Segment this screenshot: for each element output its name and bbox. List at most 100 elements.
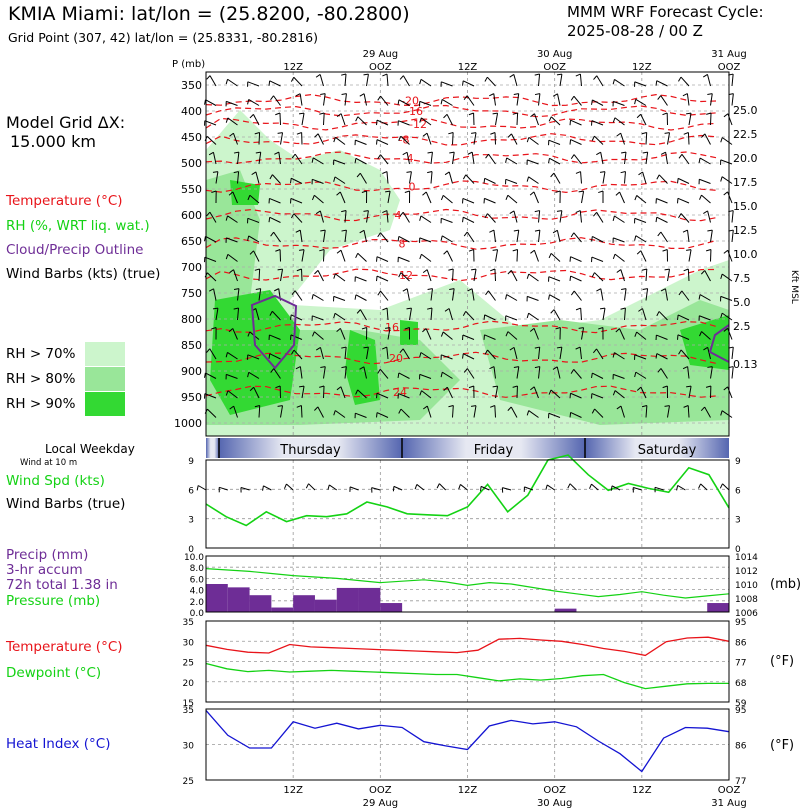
wind-barb: [594, 135, 604, 145]
wind-barb-flag: [612, 215, 615, 221]
wind-barb-flag: [356, 172, 361, 178]
pressure-tick-label: 350: [181, 79, 202, 92]
wind-barb: [506, 294, 518, 301]
wind-barb: [591, 483, 599, 491]
wind-barb: [640, 250, 647, 262]
wind-barb: [419, 100, 432, 106]
wind-barb-flag: [419, 390, 422, 396]
wind-tick-right: 9: [735, 457, 741, 467]
wind-barb: [279, 112, 281, 126]
bottom-date-tick: 30 Aug: [537, 798, 572, 809]
wind-speed-panel: 0 0 3 3 6 6 9 9: [188, 454, 741, 555]
wind-barb: [634, 217, 647, 223]
wind-barb: [594, 408, 604, 418]
wind-barb: [620, 405, 625, 418]
wind-barb: [495, 386, 499, 399]
wind-barb: [255, 171, 260, 184]
wind-barb: [376, 392, 389, 399]
wind-barb: [493, 366, 496, 379]
wind-barb-flag: [678, 153, 683, 159]
wind-barb: [602, 171, 606, 184]
wind-barb: [293, 76, 303, 87]
wind-barb-flag: [489, 366, 495, 370]
bottom-time-tick: OOZ: [543, 785, 566, 796]
wind-barb: [538, 230, 541, 243]
wind-barb: [493, 93, 496, 106]
wind-barb: [538, 210, 541, 223]
temperature-contour: [205, 104, 717, 118]
wind-barb: [409, 171, 412, 184]
wind-barb: [687, 132, 690, 145]
wind-barb: [640, 386, 647, 399]
wind-barb-flag: [484, 213, 488, 219]
temperature-contour: [205, 151, 717, 164]
precip-bar: [554, 608, 577, 612]
wind-barb-flag: [513, 229, 519, 232]
wind-barb-flag: [490, 132, 496, 135]
wind-barb: [721, 137, 733, 145]
wind-barb-flag: [468, 112, 474, 116]
wind-barb: [581, 191, 585, 204]
precip-bar: [314, 599, 337, 612]
wind-barb-flag: [492, 112, 498, 115]
wind-barb: [227, 253, 238, 262]
wind-barb: [269, 334, 281, 340]
wind-barb: [237, 171, 240, 184]
wind-barb-flag: [398, 136, 402, 141]
wind-barb-flag: [206, 348, 211, 353]
wind-barb-flag: [505, 195, 509, 201]
wind-barb-flag: [463, 95, 468, 100]
wind-barb-flag: [443, 113, 448, 119]
wind-barb: [258, 288, 262, 301]
pressure-tick-label: 900: [181, 365, 202, 378]
pressure-tick-label: 850: [181, 339, 202, 352]
wind-barb: [600, 288, 604, 301]
wind-barb: [312, 157, 324, 165]
wind-barb-flag: [492, 385, 498, 388]
wind-barb: [687, 230, 690, 243]
wind-barb-flag: [485, 153, 489, 159]
wind-barb: [573, 95, 582, 106]
wind-barb: [463, 353, 475, 360]
wind-barb-flag: [208, 288, 214, 292]
wind-barb: [506, 157, 518, 165]
wind-barb: [528, 410, 539, 418]
wind-barb: [247, 354, 260, 360]
wind-barb-flag: [377, 95, 381, 101]
wind-barb-flag: [274, 151, 280, 155]
wind-barb-flag: [526, 176, 530, 182]
wind-barb: [355, 412, 367, 418]
wind-barb-flag: [698, 294, 701, 300]
weekday-label: Saturday: [638, 443, 697, 458]
wind-barb: [446, 250, 453, 262]
wind-barb-flag: [233, 171, 239, 174]
wind-barb: [704, 270, 711, 282]
wind-barb: [446, 386, 453, 399]
wind-barb-flag: [657, 231, 662, 237]
wind-barb: [581, 327, 585, 340]
wind-barb-flag: [341, 93, 347, 96]
wind-barb: [205, 372, 217, 379]
wind-barb-flag: [591, 99, 593, 105]
wind-barb: [273, 231, 281, 243]
wind-barb: [317, 133, 324, 145]
wind-barb: [247, 217, 260, 223]
wind-barb-flag: [591, 135, 595, 141]
wind-barb-flag: [277, 132, 283, 134]
wind-barb-flag: [333, 137, 336, 143]
wind-barb: [557, 93, 561, 106]
wind-barb-flag: [319, 112, 325, 115]
wind-barb: [207, 408, 217, 418]
wind-barb: [701, 194, 711, 204]
wind-barb-flag: [314, 406, 319, 411]
wind-barb-flag: [505, 294, 508, 300]
wind-barb: [334, 410, 346, 418]
wind-barb: [636, 195, 647, 204]
wind-barb: [452, 132, 454, 145]
wind-barb-flag: [275, 112, 281, 116]
wind-barb: [339, 328, 346, 340]
wind-barb: [363, 230, 367, 243]
wind-barb: [273, 368, 281, 379]
wind-barb: [511, 133, 518, 145]
wind-barb: [591, 393, 604, 399]
